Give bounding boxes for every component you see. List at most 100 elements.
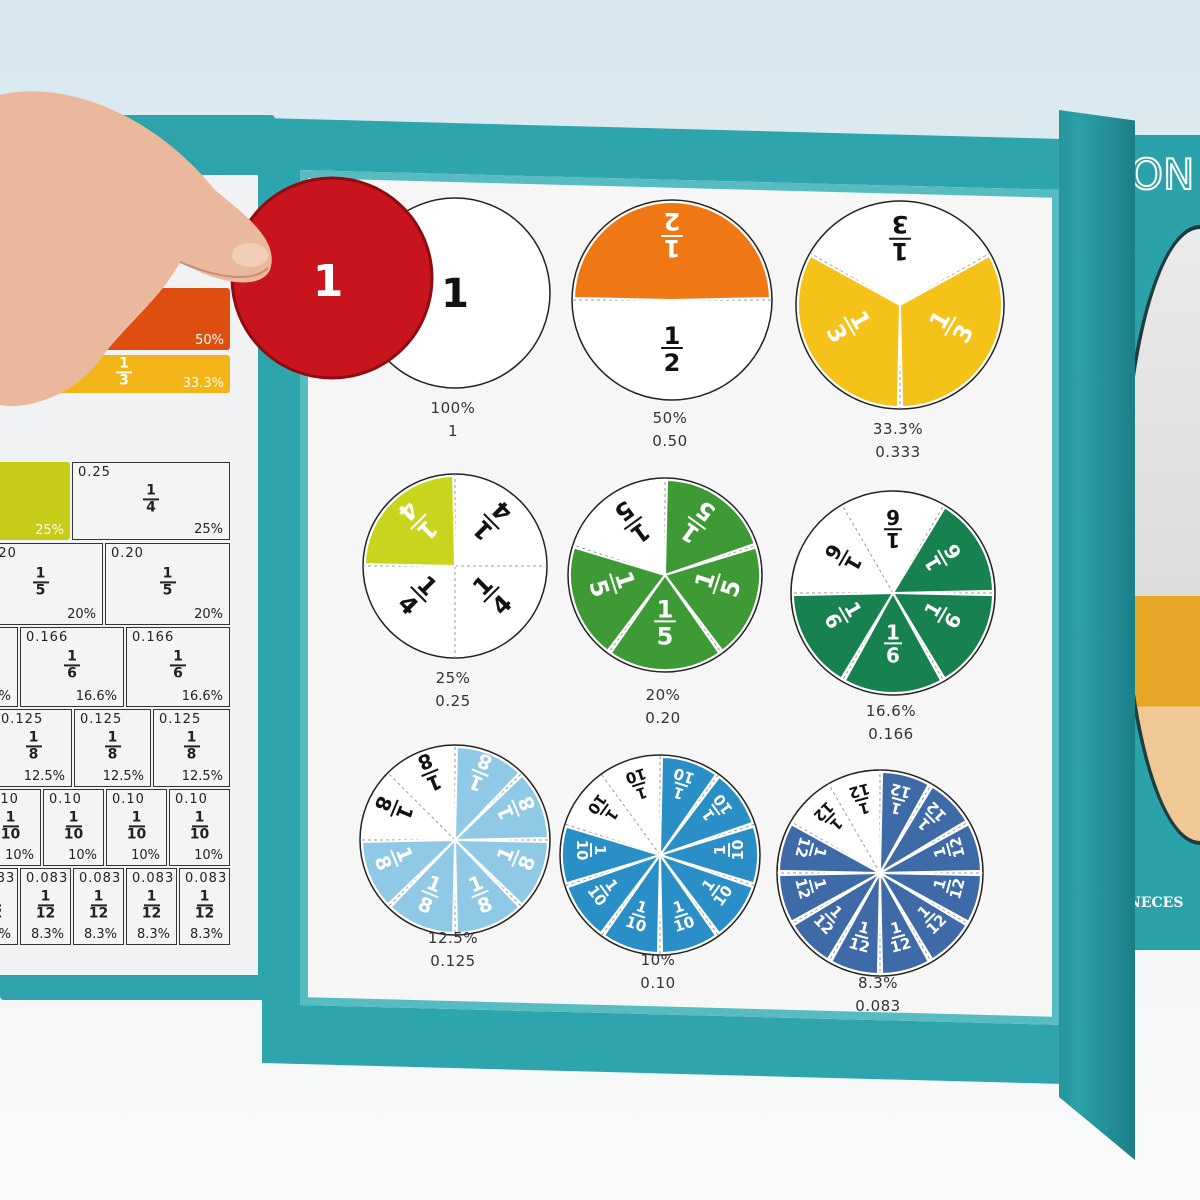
- decimal-label: 0.083: [0, 871, 16, 886]
- percent-label: 12.5%: [181, 769, 223, 784]
- svg-text:12: 12: [888, 779, 913, 802]
- fraction-piece[interactable]: [657, 852, 754, 935]
- divider-line: [600, 773, 661, 856]
- divider-line: [879, 872, 970, 925]
- fraction-piece[interactable]: [797, 254, 902, 408]
- fraction-piece[interactable]: [609, 573, 721, 671]
- fraction-piece[interactable]: [879, 785, 968, 874]
- fraction-tile[interactable]: 25%: [0, 462, 70, 540]
- fraction-piece[interactable]: [453, 837, 521, 935]
- fraction-piece[interactable]: [656, 825, 759, 885]
- divider-line: [607, 574, 666, 654]
- fraction-piece[interactable]: [657, 775, 754, 858]
- fraction-text: 112: [930, 876, 969, 901]
- fraction-piece[interactable]: [891, 506, 994, 595]
- decimal-label: 0.25: [435, 692, 470, 710]
- fraction-piece[interactable]: [453, 745, 521, 843]
- divider-line: [892, 592, 945, 682]
- divider-line: [879, 872, 932, 963]
- fraction-piece[interactable]: [792, 872, 881, 961]
- fraction-piece[interactable]: [452, 838, 550, 906]
- svg-text:10: 10: [729, 840, 747, 861]
- divider-line: [790, 872, 881, 925]
- decimal-label: 0.083: [26, 871, 69, 886]
- svg-text:1: 1: [810, 877, 830, 892]
- fraction-text: 110: [671, 764, 697, 803]
- decimal-label: 0.166: [26, 630, 69, 645]
- fraction-text: 112: [930, 835, 969, 860]
- fraction-piece[interactable]: [658, 851, 718, 955]
- percent-label: 10%: [641, 951, 676, 969]
- fraction-piece[interactable]: [566, 852, 663, 935]
- decimal-label: 0.166: [868, 725, 913, 743]
- fraction-slot: 0.125 1 8 12.5%: [74, 709, 151, 787]
- percent-label: 16.6%: [75, 689, 117, 704]
- fraction-piece[interactable]: [452, 774, 550, 842]
- divider-line: [454, 839, 523, 908]
- svg-text:12: 12: [847, 934, 872, 957]
- fraction-piece[interactable]: [829, 872, 881, 975]
- fraction-piece[interactable]: [561, 825, 664, 885]
- percent-label: 25%: [35, 523, 64, 538]
- fraction-piece[interactable]: [569, 546, 667, 653]
- percent-label: 8.3%: [83, 927, 117, 942]
- fraction-piece[interactable]: [898, 254, 1003, 408]
- svg-text:1: 1: [889, 798, 904, 818]
- decimal-label: 0.25: [78, 465, 111, 480]
- divider-line: [564, 823, 661, 856]
- fraction-piece[interactable]: [663, 478, 756, 577]
- svg-text:2: 2: [664, 207, 681, 235]
- fraction-text: 112: [888, 918, 913, 957]
- svg-text:1: 1: [857, 798, 872, 818]
- fraction-piece[interactable]: [363, 474, 457, 568]
- percent-label: 33.3%: [182, 376, 224, 391]
- percent-label: 12.5%: [102, 769, 144, 784]
- svg-text:1: 1: [664, 322, 681, 350]
- fraction-piece[interactable]: [658, 755, 718, 859]
- decimal-label: 0.10: [175, 792, 208, 807]
- fraction-text: 16: [884, 505, 902, 552]
- fraction-piece[interactable]: [602, 851, 662, 955]
- fraction-piece[interactable]: [572, 201, 772, 302]
- fraction-piece[interactable]: [879, 872, 968, 961]
- fraction-label: 1 10: [189, 808, 210, 842]
- divider-line: [454, 772, 523, 841]
- divider-line: [659, 854, 756, 887]
- percent-label: 12.5%: [23, 769, 65, 784]
- fraction-text: 112: [888, 779, 913, 818]
- divider-line: [790, 821, 881, 874]
- fraction-piece[interactable]: [360, 838, 458, 906]
- decimal-label: 0.20: [0, 546, 17, 561]
- fraction-piece[interactable]: [778, 822, 881, 874]
- fraction-piece[interactable]: [879, 822, 982, 874]
- fraction-piece[interactable]: [389, 837, 457, 935]
- divider-line: [879, 783, 932, 874]
- percent-label: 16.6%: [181, 689, 223, 704]
- svg-text:1: 1: [810, 845, 830, 860]
- svg-text:10: 10: [623, 912, 648, 936]
- book-spine: [1059, 110, 1135, 1160]
- fraction-piece[interactable]: [663, 546, 761, 653]
- svg-text:1: 1: [711, 845, 729, 855]
- fraction-piece[interactable]: [879, 872, 982, 924]
- svg-text:12: 12: [888, 934, 913, 957]
- table-row: 25% 0.25 1 4 25%: [0, 462, 232, 540]
- decimal-label: 0.125: [430, 952, 475, 970]
- held-whole-disc[interactable]: 1: [230, 176, 434, 380]
- fraction-piece[interactable]: [778, 872, 881, 924]
- fraction-piece[interactable]: [792, 591, 895, 680]
- fraction-text: 110: [573, 840, 609, 861]
- svg-text:1: 1: [930, 877, 950, 892]
- fraction-piece[interactable]: [891, 591, 994, 680]
- cover-title-partial: ON: [1129, 149, 1195, 200]
- fraction-piece[interactable]: [879, 872, 931, 975]
- fraction-text: 12: [661, 207, 683, 262]
